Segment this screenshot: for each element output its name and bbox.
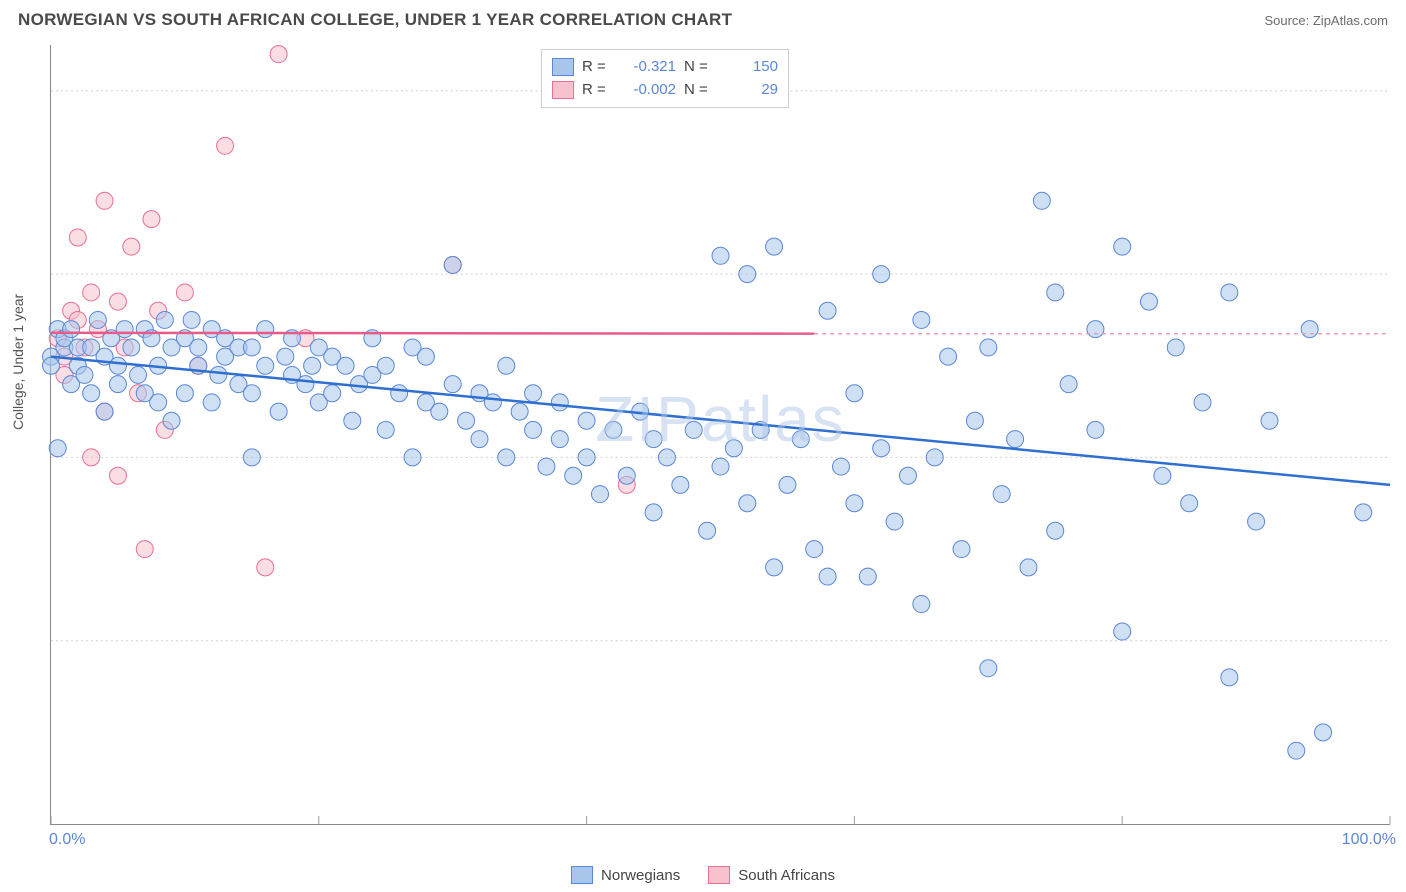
swatch-south-africans-icon <box>708 866 730 884</box>
n-value-norwegians: 150 <box>722 56 778 79</box>
chart-title: NORWEGIAN VS SOUTH AFRICAN COLLEGE, UNDE… <box>18 10 732 30</box>
legend-label-south-africans: South Africans <box>738 867 835 884</box>
swatch-norwegians <box>552 58 574 76</box>
legend-item-south-africans: South Africans <box>708 866 835 884</box>
source-attribution: Source: ZipAtlas.com <box>1264 13 1388 28</box>
legend-row-south-africans: R = -0.002 N = 29 <box>552 79 778 102</box>
y-tick-label: 40.0% <box>1398 631 1406 649</box>
n-value-south-africans: 29 <box>722 79 778 102</box>
legend-correlation: R = -0.321 N = 150 R = -0.002 N = 29 <box>541 49 789 108</box>
chart-frame: ZIPatlas R = -0.321 N = 150 R = -0.002 N… <box>50 45 1390 825</box>
x-tick-start: 0.0% <box>49 831 85 849</box>
header: NORWEGIAN VS SOUTH AFRICAN COLLEGE, UNDE… <box>0 0 1406 36</box>
y-axis-label: College, Under 1 year <box>10 294 26 430</box>
x-tick-end: 100.0% <box>1342 831 1396 849</box>
y-tick-label: 60.0% <box>1398 448 1406 466</box>
legend-row-norwegians: R = -0.321 N = 150 <box>552 56 778 79</box>
legend-label-norwegians: Norwegians <box>601 867 680 884</box>
swatch-norwegians-icon <box>571 866 593 884</box>
y-tick-label: 80.0% <box>1398 264 1406 282</box>
scatter-plot <box>51 45 1390 824</box>
y-tick-label: 100.0% <box>1398 81 1406 99</box>
r-value-south-africans: -0.002 <box>620 79 676 102</box>
swatch-south-africans <box>552 81 574 99</box>
r-value-norwegians: -0.321 <box>620 56 676 79</box>
legend-series: Norwegians South Africans <box>0 866 1406 884</box>
legend-item-norwegians: Norwegians <box>571 866 680 884</box>
